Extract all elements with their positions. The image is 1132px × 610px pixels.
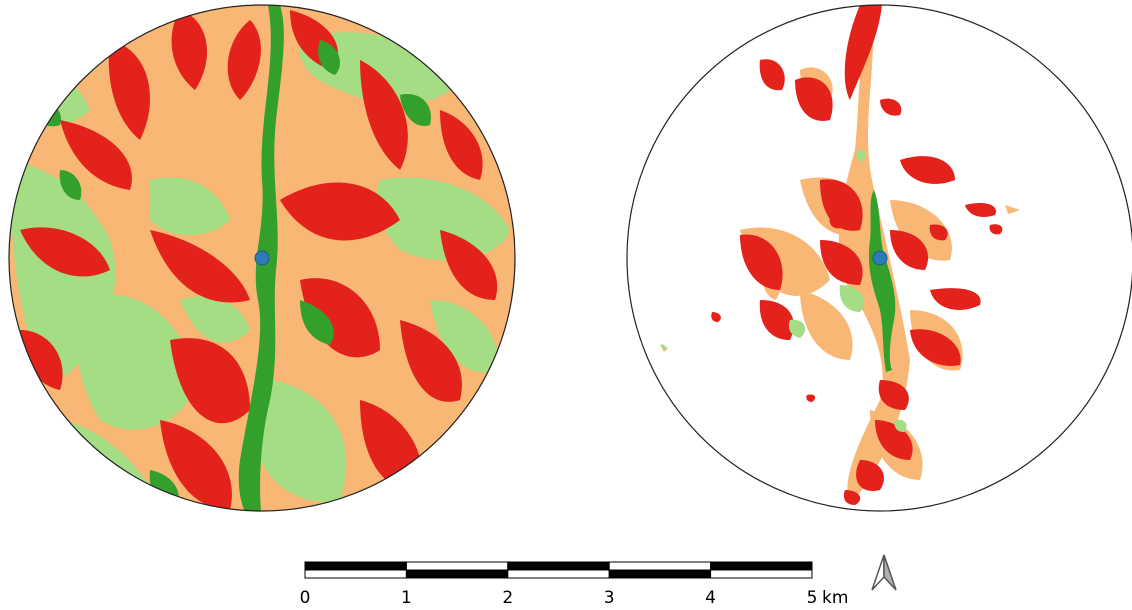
scale-bar-tick-label: 0 [300, 588, 311, 608]
scale-bar-segment [304, 561, 407, 571]
scale-bar-segment [405, 569, 509, 579]
scale-bar-segment [710, 561, 813, 571]
scale-bar-tick-label: 4 [705, 588, 716, 608]
right-map-boundary [626, 4, 1132, 512]
right-map-dark-green-zones [868, 190, 896, 372]
scale-bar-tick-label: 2 [502, 588, 513, 608]
right-map-red-zones [711, 5, 1003, 505]
observer-point-icon [254, 250, 270, 266]
right-map [660, 5, 1020, 505]
left-map-boundary [8, 4, 516, 512]
scale-bar-segment [608, 561, 712, 571]
left-map [9, 5, 515, 511]
scale-bar-segment [507, 561, 610, 571]
right-map-light-green-zones [660, 149, 907, 432]
scale-bar-unit: km [822, 588, 848, 608]
scale-bar-segment [405, 561, 509, 571]
scale-bar-tick-label: 3 [604, 588, 615, 608]
scale-bar-tick-label: 1 [401, 588, 412, 608]
observer-point-icon [872, 250, 888, 266]
scale-bar-segment [710, 569, 813, 579]
scale-bar-segment [304, 569, 407, 579]
scale-bar-segment [507, 569, 610, 579]
north-arrow-icon [871, 554, 897, 591]
scale-bar: 0 1 2 3 4 5 km [300, 561, 848, 608]
scale-bar-tick-label: 5 [807, 588, 818, 608]
scale-bar-segment [608, 569, 712, 579]
